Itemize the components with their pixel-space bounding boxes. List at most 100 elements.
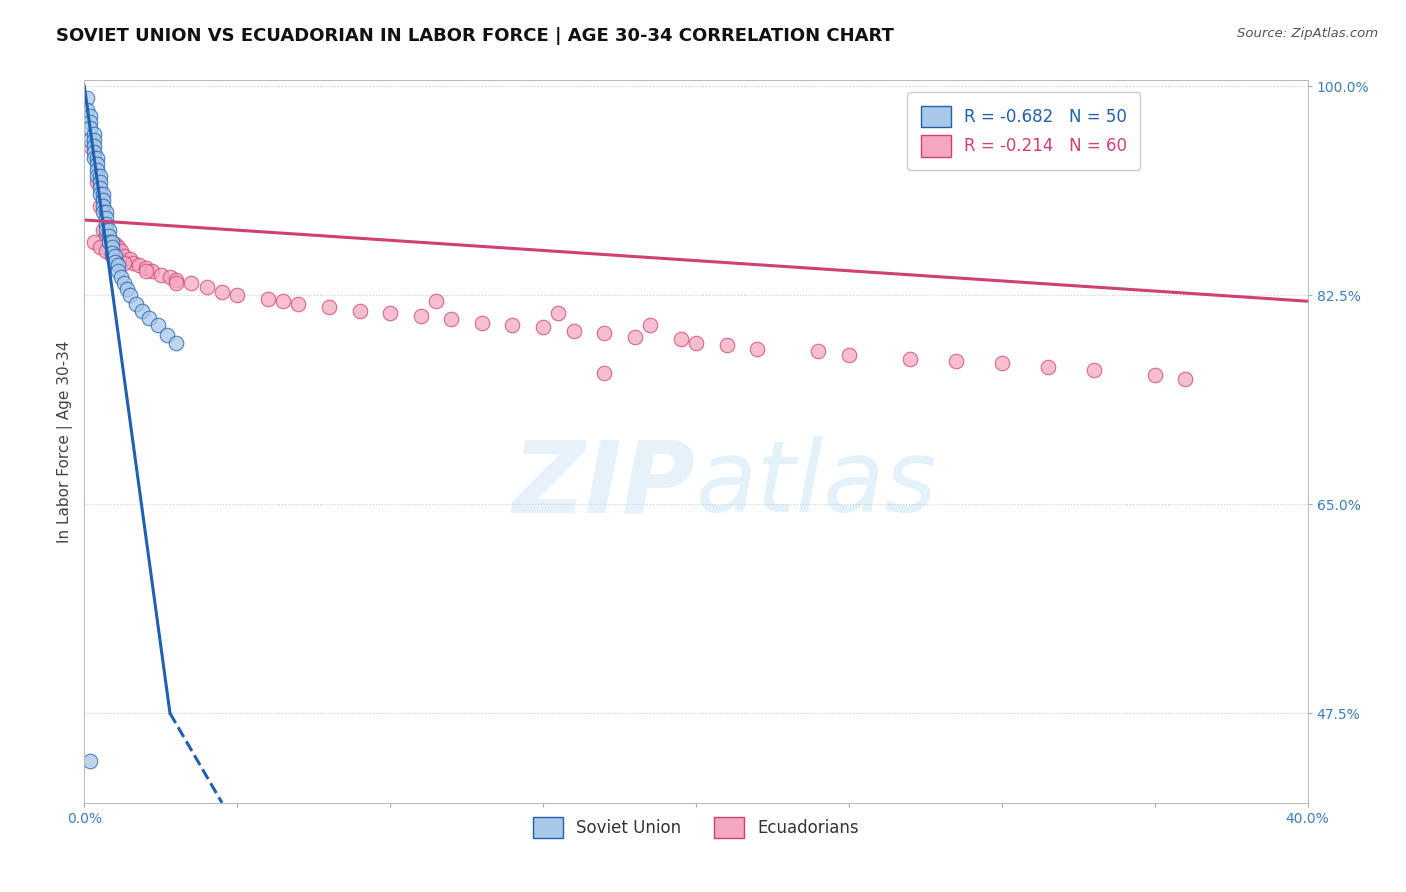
Point (271, 294, 294, 309)
Point (318, 300, 340, 314)
Text: SOVIET UNION VS ECUADORIAN IN LABOR FORCE | AGE 30-34 CORRELATION CHART: SOVIET UNION VS ECUADORIAN IN LABOR FORC… (56, 27, 894, 45)
Point (287, 296, 309, 310)
Point (97, 235, 120, 249)
Point (380, 306, 402, 320)
Point (807, 344, 830, 359)
Point (115, 282, 138, 296)
Point (107, 259, 129, 273)
Point (94, 228, 117, 243)
Text: Source: ZipAtlas.com: Source: ZipAtlas.com (1237, 27, 1378, 40)
Point (79, 121, 101, 136)
Point (502, 318, 524, 332)
Point (86, 175, 108, 189)
Point (101, 249, 124, 263)
Point (112, 256, 135, 270)
Point (91, 193, 114, 207)
Point (89, 169, 111, 183)
Point (593, 326, 616, 341)
Point (165, 277, 187, 291)
Point (110, 244, 132, 258)
Point (531, 320, 554, 334)
Text: atlas: atlas (696, 436, 938, 533)
Point (685, 336, 707, 351)
Point (86, 151, 108, 165)
Point (180, 277, 202, 291)
Point (165, 273, 187, 287)
Y-axis label: In Labor Force | Age 30-34: In Labor Force | Age 30-34 (58, 340, 73, 543)
Point (76, 91, 98, 105)
Point (747, 342, 769, 356)
Point (112, 277, 135, 291)
Point (1083, 363, 1105, 377)
Point (149, 268, 172, 282)
Point (165, 336, 187, 351)
Point (138, 310, 160, 325)
Point (97, 222, 120, 236)
Point (122, 256, 145, 270)
Point (112, 249, 135, 263)
Point (101, 235, 124, 249)
Point (471, 316, 494, 330)
Point (76, 103, 98, 117)
Point (1174, 372, 1197, 386)
Point (638, 318, 661, 332)
Point (141, 264, 163, 278)
Point (128, 259, 150, 273)
Point (91, 204, 114, 219)
Point (89, 240, 111, 254)
Point (86, 162, 108, 177)
Point (79, 109, 101, 123)
Point (120, 252, 142, 267)
Point (991, 356, 1014, 370)
Point (425, 294, 447, 309)
Point (945, 354, 967, 368)
Point (898, 351, 921, 366)
Point (104, 236, 127, 251)
Point (226, 288, 249, 302)
Point (94, 244, 117, 258)
Point (83, 235, 105, 249)
Point (83, 133, 105, 147)
Point (195, 280, 218, 294)
Point (86, 157, 108, 171)
Point (94, 211, 117, 225)
Point (104, 255, 127, 269)
Point (83, 127, 105, 141)
Point (547, 306, 569, 320)
Point (89, 186, 111, 201)
Point (125, 296, 148, 310)
Point (135, 264, 157, 278)
Point (83, 145, 105, 159)
Point (562, 324, 585, 338)
Point (91, 186, 114, 201)
Point (593, 366, 616, 380)
Point (107, 240, 129, 254)
Point (349, 303, 371, 318)
Point (135, 260, 157, 275)
Point (94, 204, 117, 219)
Point (104, 249, 127, 263)
Point (79, 754, 101, 768)
Point (131, 303, 153, 318)
Point (91, 222, 114, 236)
Point (94, 217, 117, 231)
Point (1143, 368, 1166, 383)
Point (89, 199, 111, 213)
Point (156, 327, 179, 342)
Point (83, 139, 105, 153)
Point (257, 292, 280, 306)
Point (110, 270, 132, 285)
Point (79, 115, 101, 129)
Point (101, 246, 124, 260)
Point (79, 139, 101, 153)
Point (97, 235, 120, 249)
Point (79, 133, 101, 147)
Point (716, 338, 738, 352)
Point (101, 240, 124, 254)
Point (624, 330, 647, 344)
Point (120, 288, 142, 302)
Point (838, 348, 860, 362)
Point (107, 264, 129, 278)
Point (409, 309, 432, 323)
Point (89, 175, 111, 189)
